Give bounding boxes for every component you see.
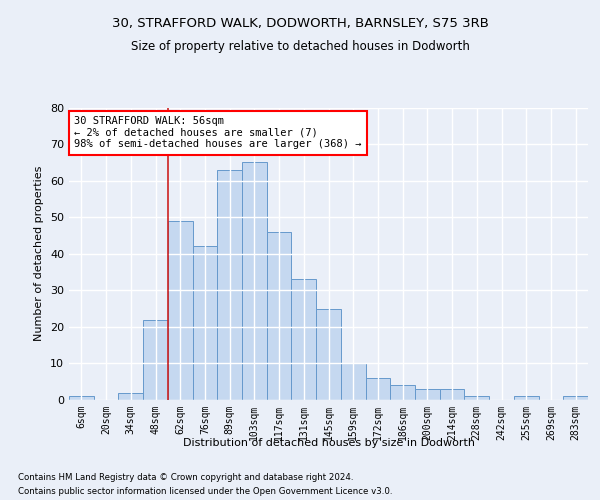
Bar bbox=[292, 280, 316, 400]
Bar bbox=[193, 246, 217, 400]
Bar bbox=[563, 396, 588, 400]
Bar bbox=[143, 320, 168, 400]
Text: Contains public sector information licensed under the Open Government Licence v3: Contains public sector information licen… bbox=[18, 488, 392, 496]
Bar bbox=[341, 364, 365, 400]
Bar bbox=[390, 386, 415, 400]
Bar bbox=[440, 389, 464, 400]
Bar bbox=[464, 396, 489, 400]
Bar bbox=[217, 170, 242, 400]
Bar bbox=[365, 378, 390, 400]
Text: Size of property relative to detached houses in Dodworth: Size of property relative to detached ho… bbox=[131, 40, 469, 53]
Bar bbox=[69, 396, 94, 400]
Bar bbox=[168, 221, 193, 400]
Text: 30 STRAFFORD WALK: 56sqm
← 2% of detached houses are smaller (7)
98% of semi-det: 30 STRAFFORD WALK: 56sqm ← 2% of detache… bbox=[74, 116, 362, 150]
Y-axis label: Number of detached properties: Number of detached properties bbox=[34, 166, 44, 342]
Bar bbox=[267, 232, 292, 400]
Bar bbox=[415, 389, 440, 400]
Text: 30, STRAFFORD WALK, DODWORTH, BARNSLEY, S75 3RB: 30, STRAFFORD WALK, DODWORTH, BARNSLEY, … bbox=[112, 18, 488, 30]
Bar bbox=[514, 396, 539, 400]
Bar bbox=[118, 392, 143, 400]
Bar bbox=[316, 308, 341, 400]
Text: Contains HM Land Registry data © Crown copyright and database right 2024.: Contains HM Land Registry data © Crown c… bbox=[18, 472, 353, 482]
Bar bbox=[242, 162, 267, 400]
Text: Distribution of detached houses by size in Dodworth: Distribution of detached houses by size … bbox=[183, 438, 475, 448]
